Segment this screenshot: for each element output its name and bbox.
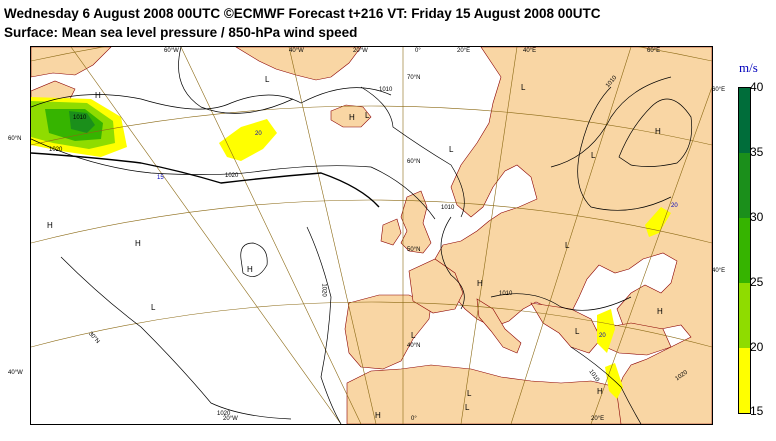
land-iceland [330,104,372,128]
pressure-high: H [349,113,355,122]
land-ireland [380,218,402,246]
bottom-lon-20w: 20°W [223,416,238,422]
pressure-high: H [655,127,661,136]
edge-label-right-40e: 40°E [712,268,726,274]
lon-label-0: 0° [415,48,421,54]
graticule [31,47,712,424]
land-balkans [530,302,602,354]
pressure-low: L [411,331,416,340]
isobar-label: 1020 [225,173,239,179]
pressure-low: L [265,75,270,84]
pressure-low: L [467,389,472,398]
isobar-label: 1020 [217,411,231,417]
legend-tick: 30 [750,210,764,224]
lon-label-60w: 60°W [164,48,179,54]
legend-swatch [739,283,750,348]
legend-tick: 25 [750,275,764,289]
pressure-high: H [135,239,141,248]
pressure-high: H [247,265,253,274]
edge-label-left-60n: 60°N [8,136,22,142]
lon-label-40e: 40°E [523,48,537,54]
edge-label-left-40w: 40°W [8,370,23,376]
wind-label: 15 [157,175,164,181]
map-subtitle: Surface: Mean sea level pressure / 850-h… [4,25,358,40]
pressure-low: L [365,111,370,120]
pressure-low: L [449,145,454,154]
map-title: Wednesday 6 August 2008 00UTC ©ECMWF For… [4,6,601,21]
land-britain [400,190,432,254]
pressure-low: L [591,151,596,160]
land-italy [476,298,522,354]
pressure-high: H [95,91,101,100]
land-canada [31,47,112,78]
wind-speed-legend [738,87,751,414]
pressure-high: H [657,307,663,316]
pressure-low: L [521,83,526,92]
isobar-label: 1020 [320,283,327,297]
legend-tick: 15 [750,404,764,418]
legend-swatch [739,88,750,153]
legend-unit: m/s [739,60,758,75]
weather-map: 60°W 40°W 20°W 0° 20°E 40°E 60°E 20°W 0°… [30,46,713,425]
map-graphics [31,47,712,424]
lon-label-20e: 20°E [457,48,471,54]
pressure-high: H [597,387,603,396]
legend-tick: 35 [750,145,764,159]
isobar-label: 1010 [379,87,393,93]
pressure-low: L [565,241,570,250]
wind-shading [31,97,671,399]
edge-label-right-60e: 60°E [712,87,726,93]
isobars [31,47,693,424]
isobar-1020 [31,152,380,208]
legend-tick: 40 [750,80,764,94]
isobar-label: 1010 [441,205,455,211]
land-iberia [344,294,432,370]
legend-tick: 20 [750,340,764,354]
pressure-low: L [575,327,580,336]
pressure-low: L [151,303,156,312]
pressure-high: H [375,411,381,420]
land-eurasia [434,47,712,424]
lat-label-40n: 40°N [407,343,421,349]
wind-label: 20 [255,131,262,137]
land-africa [346,364,622,424]
bottom-lon-20e: 20°E [591,416,605,422]
isobar-label: 1010 [73,115,87,121]
bottom-lon-0: 0° [411,416,417,422]
wind-label: 20 [671,203,678,209]
lat-label-60n: 60°N [407,159,421,165]
pressure-low: L [465,403,470,412]
lon-label-40w: 40°W [289,48,304,54]
lon-label-60e: 60°E [647,48,661,54]
isobar-label: 1010 [499,291,513,297]
land-masses [31,47,712,424]
pressure-high: H [47,221,53,230]
pressure-high: H [477,279,483,288]
wind-label: 20 [599,333,606,339]
lat-label-50n: 50°N [407,247,421,253]
legend-swatch [739,218,750,283]
legend-swatch [739,153,750,218]
legend-swatch [739,348,750,413]
lon-label-20w: 20°W [353,48,368,54]
lat-label-70n: 70°N [407,75,421,81]
isobar-label: 1020 [49,147,63,153]
land-greenland [235,47,362,81]
